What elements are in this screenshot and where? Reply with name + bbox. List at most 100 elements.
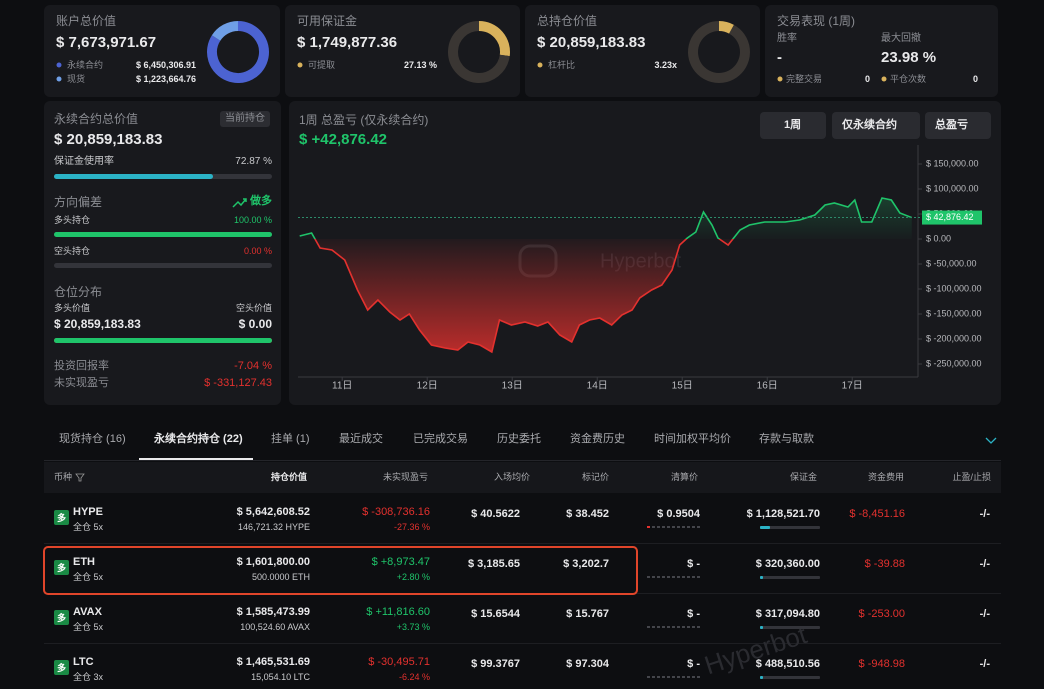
entry-price: $ 99.3767 bbox=[471, 658, 520, 671]
current-value-label: $ 42,876.42 bbox=[926, 212, 974, 222]
unrealized-pnl: $ +11,816.60 bbox=[366, 606, 430, 619]
unrealized-pnl-pct: +3.73 % bbox=[396, 621, 430, 632]
mark-price: $ 38.452 bbox=[566, 508, 609, 521]
long-value: 100.00 % bbox=[233, 214, 272, 225]
tab[interactable]: 资金费历史 bbox=[570, 433, 625, 446]
y-tick-label: $ 0.00 bbox=[926, 233, 951, 243]
position-value: $ 1,601,800.00 bbox=[236, 556, 310, 569]
legend-dot bbox=[56, 62, 62, 68]
margin-track bbox=[760, 676, 820, 679]
x-tick-label: 17日 bbox=[842, 381, 863, 392]
distribution-long-bar bbox=[54, 338, 272, 343]
dropdown[interactable] bbox=[925, 112, 991, 139]
item-label: 平仓次数 bbox=[890, 73, 927, 84]
x-tick-label: 16日 bbox=[757, 381, 778, 392]
tp-sl: -/- bbox=[979, 608, 990, 621]
coin[interactable]: ETH bbox=[73, 556, 95, 569]
tab[interactable]: 已完成交易 bbox=[413, 433, 468, 446]
tab[interactable]: 最近成交 bbox=[339, 433, 383, 446]
trend-icon bbox=[232, 198, 247, 208]
donut-segment bbox=[448, 21, 510, 83]
tp-sl: -/- bbox=[979, 508, 990, 521]
tab[interactable]: 存款与取款 bbox=[759, 433, 814, 446]
item-value: 27.13 % bbox=[403, 59, 437, 70]
legend-dot bbox=[777, 76, 783, 82]
upnl-label: 未实现盈亏 bbox=[54, 377, 109, 390]
roi-label: 投资回报率 bbox=[54, 360, 109, 373]
item-label: 永续合约 bbox=[67, 59, 104, 70]
column-header[interactable]: 清算价 bbox=[670, 471, 698, 482]
item-label: 可提取 bbox=[308, 59, 336, 70]
donut-segment bbox=[478, 21, 510, 57]
donut-segment bbox=[207, 21, 269, 83]
badge-text: 当前持仓 bbox=[225, 113, 265, 124]
tp-sl: -/- bbox=[979, 658, 990, 671]
tp-sl: -/- bbox=[979, 558, 990, 571]
x-tick-label: 15日 bbox=[672, 381, 693, 392]
column-header[interactable]: 入场均价 bbox=[493, 471, 530, 482]
y-tick-label: $ -100,000.00 bbox=[926, 283, 982, 293]
side-badge bbox=[54, 610, 69, 625]
column-header[interactable]: 未实现盈亏 bbox=[382, 471, 428, 482]
tab[interactable]: 永续合约持仓 (22) bbox=[154, 433, 243, 446]
unrealized-pnl: $ -308,736.16 bbox=[362, 506, 430, 519]
dropdown-label[interactable]: 仅永续合约 bbox=[842, 119, 897, 132]
area-fill bbox=[299, 198, 912, 352]
coin[interactable]: LTC bbox=[73, 656, 94, 669]
column-header[interactable]: 币种 bbox=[54, 471, 73, 482]
liquidation-price: $ - bbox=[687, 658, 700, 671]
mark-price: $ 97.304 bbox=[566, 658, 609, 671]
column-header[interactable]: 持仓价值 bbox=[270, 471, 307, 482]
side-text: 多 bbox=[56, 612, 67, 623]
tab[interactable]: 现货持仓 (16) bbox=[59, 433, 126, 446]
short-value-label: 空头价值 bbox=[235, 302, 272, 313]
dropdown-label[interactable]: 总盈亏 bbox=[935, 119, 968, 132]
dropdown[interactable] bbox=[832, 112, 920, 139]
column-header[interactable]: 资金费用 bbox=[867, 471, 904, 482]
liquidation-price: $ - bbox=[687, 558, 700, 571]
short-value-amount: $ 0.00 bbox=[238, 316, 272, 331]
y-tick-label: $ 150,000.00 bbox=[926, 158, 979, 168]
funding-fee: $ -253.00 bbox=[858, 608, 905, 621]
entry-price: $ 15.6544 bbox=[471, 608, 520, 621]
coin[interactable]: HYPE bbox=[73, 506, 103, 519]
dropdown-label[interactable]: 1周 bbox=[784, 119, 802, 132]
margin-track bbox=[760, 576, 820, 579]
roi-value: -7.04 % bbox=[234, 360, 272, 373]
tab[interactable]: 挂单 (1) bbox=[271, 433, 310, 446]
legend-dot bbox=[537, 62, 543, 68]
card-value: $ 7,673,971.67 bbox=[56, 34, 157, 51]
filter-icon bbox=[75, 473, 85, 482]
side-badge bbox=[54, 560, 69, 575]
card-value: $ 1,749,877.36 bbox=[297, 34, 398, 51]
margin-bar bbox=[54, 174, 213, 179]
bias-direction: 做多 bbox=[250, 195, 272, 208]
y-tick-label: $ 100,000.00 bbox=[926, 183, 979, 193]
coin[interactable]: AVAX bbox=[73, 606, 102, 619]
margin-track bbox=[760, 526, 820, 529]
card-title: 交易表现 (1周) bbox=[777, 13, 856, 28]
summary-panel bbox=[44, 101, 281, 405]
card-title: 账户总价值 bbox=[56, 13, 117, 28]
bar-track bbox=[54, 263, 272, 268]
stat-label: 胜率 bbox=[777, 33, 797, 44]
margin: $ 488,510.56 bbox=[755, 658, 820, 671]
y-tick-label: $ -250,000.00 bbox=[926, 358, 982, 368]
funding-fee: $ -948.98 bbox=[858, 658, 905, 671]
margin-mode: 全仓 5x bbox=[73, 521, 104, 532]
current-value-box bbox=[922, 210, 982, 225]
card-value: $ 20,859,183.83 bbox=[537, 34, 646, 51]
tab[interactable]: 时间加权平均价 bbox=[654, 433, 731, 446]
column-header[interactable]: 标记价 bbox=[581, 471, 609, 482]
dropdown[interactable] bbox=[760, 112, 826, 139]
row-separator bbox=[44, 543, 1001, 544]
stat-value: 23.98 % bbox=[881, 49, 937, 66]
column-header[interactable]: 止盈/止损 bbox=[952, 471, 991, 482]
tab[interactable]: 历史委托 bbox=[497, 433, 541, 446]
unrealized-pnl-pct: +2.80 % bbox=[396, 571, 430, 582]
item-label: 杠杆比 bbox=[548, 59, 576, 70]
column-header[interactable]: 保证金 bbox=[789, 471, 817, 482]
entry-price: $ 40.5622 bbox=[471, 508, 520, 521]
long-label: 多头持仓 bbox=[54, 214, 91, 225]
margin-fill bbox=[760, 676, 763, 679]
